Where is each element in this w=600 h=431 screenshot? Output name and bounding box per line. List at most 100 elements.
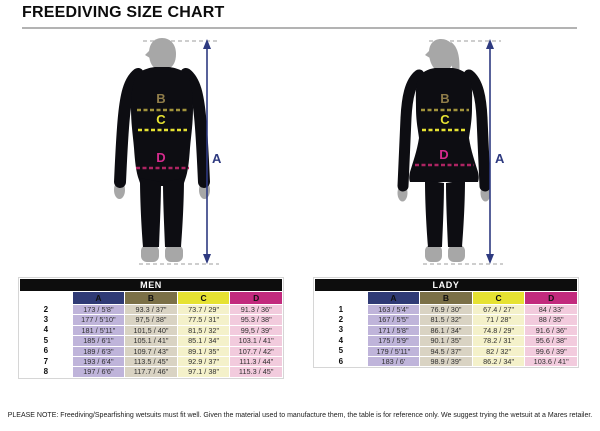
size-cell: 8 [20, 367, 72, 377]
size-cell: 2 [20, 305, 72, 315]
table-body: 1 163 / 5'4" 76.9 / 30" 67.4 / 27" 84 / 33" 2… [315, 305, 577, 367]
neck [157, 62, 167, 70]
measurement-cell-c: 89.1 / 35" [177, 346, 230, 356]
column-header-a: A [72, 292, 125, 304]
table-row: 1 163 / 5'4" 76.9 / 30" 67.4 / 27" 84 / 33" [315, 305, 577, 315]
measurement-cell-d: 115.3 / 45" [230, 367, 282, 377]
measure-label-a: A [495, 151, 505, 166]
wetsuit-torso [409, 68, 479, 182]
arrow-head-bottom [203, 254, 211, 264]
measurement-cell-b: 113.5 / 45" [125, 356, 177, 367]
page-title: FREEDIVING SIZE CHART [22, 4, 225, 21]
measurement-cell-c: 82 / 32" [472, 346, 525, 356]
table-row: 2 167 / 5'5" 81.5 / 32" 71 / 28" 88 / 35" [315, 315, 577, 325]
wetsuit-torso [131, 67, 193, 186]
lady-silhouette: B C D A [397, 39, 505, 265]
measurement-cell-a: 185 / 6'1" [72, 336, 125, 346]
table-title: MEN [20, 279, 282, 291]
column-header-c: C [472, 292, 525, 304]
measurement-cell-c: 97.1 / 38" [177, 367, 230, 377]
column-header-a: A [367, 292, 420, 304]
size-column-header [315, 292, 367, 304]
measurement-cell-d: 99.6 / 39" [525, 346, 577, 356]
measurement-cell-d: 91.6 / 36" [525, 325, 577, 336]
measurement-cell-a: 167 / 5'5" [367, 315, 420, 325]
size-cell: 3 [20, 315, 72, 325]
measurement-cell-d: 91.3 / 36" [230, 305, 282, 315]
man-figure: B C D A [107, 36, 237, 272]
right-leg [446, 180, 465, 247]
column-header-d: D [525, 292, 577, 304]
size-cell: 5 [20, 336, 72, 346]
measurement-cell-b: 76.9 / 30" [420, 305, 472, 315]
column-header-d: D [230, 292, 282, 304]
head [149, 38, 176, 69]
arrow-head-top [203, 39, 211, 49]
measurement-cell-c: 74.8 / 29" [472, 325, 525, 336]
head [429, 39, 455, 70]
measurement-cell-d: 84 / 33" [525, 305, 577, 315]
right-arm [180, 68, 210, 188]
measurement-cell-b: 109.7 / 43" [125, 346, 177, 356]
measurement-cell-b: 90.1 / 35" [420, 336, 472, 346]
measurement-cell-b: 101,5 / 40" [125, 325, 177, 336]
size-column-header [20, 292, 72, 304]
size-cell: 5 [315, 346, 367, 356]
measurement-cell-a: 193 / 6'4" [72, 356, 125, 367]
measurement-cell-a: 197 / 6'6" [72, 367, 125, 377]
measurement-cell-c: 78.2 / 31" [472, 336, 525, 346]
arrow-head-top [486, 39, 494, 49]
measurement-cell-a: 171 / 5'8" [367, 325, 420, 336]
right-arm [463, 69, 491, 192]
face-profile [145, 50, 150, 58]
measure-label-c: C [156, 112, 166, 127]
left-foot [425, 245, 442, 262]
measurement-cell-a: 175 / 5'9" [367, 336, 420, 346]
table-row: 2 173 / 5'8" 93.3 / 37" 73.7 / 29" 91.3 / 36… [20, 305, 282, 315]
table-row: 4 181 / 5'11" 101,5 / 40" 81,5 / 32" 99,5 / … [20, 325, 282, 336]
measurement-cell-b: 93.3 / 37" [125, 305, 177, 315]
measurement-cell-a: 181 / 5'11" [72, 325, 125, 336]
size-cell: 6 [315, 356, 367, 367]
measurement-cell-d: 111.3 / 44" [230, 356, 282, 367]
measurement-cell-a: 179 / 5'11" [367, 346, 420, 356]
measure-label-d: D [156, 150, 165, 165]
measurement-cell-b: 86.1 / 34" [420, 325, 472, 336]
size-cell: 1 [315, 305, 367, 315]
measurement-cell-b: 117.7 / 46" [125, 367, 177, 377]
measurement-cell-c: 73.7 / 29" [177, 305, 230, 315]
measurement-cell-a: 183 / 6' [367, 356, 420, 367]
measurement-cell-c: 71 / 28" [472, 315, 525, 325]
measurement-cell-c: 86.2 / 34" [472, 356, 525, 367]
measurement-cell-a: 173 / 5'8" [72, 305, 125, 315]
arrow-head-bottom [486, 254, 494, 264]
left-arm [114, 68, 144, 188]
left-leg [425, 180, 444, 247]
table-row: 8 197 / 6'6" 117.7 / 46" 97.1 / 38" 115.3 / … [20, 367, 282, 377]
table-title: LADY [315, 279, 577, 291]
right-foot [448, 245, 465, 262]
measurement-cell-c: 77.5 / 31" [177, 315, 230, 325]
measurement-cell-c: 92.9 / 37" [177, 356, 230, 367]
size-cell: 4 [20, 325, 72, 336]
measurement-cell-a: 177 / 5'10" [72, 315, 125, 325]
measurement-cell-b: 105.1 / 41" [125, 336, 177, 346]
right-foot [165, 245, 183, 262]
measurement-cell-c: 67.4 / 27" [472, 305, 525, 315]
table-body: 2 173 / 5'8" 93.3 / 37" 73.7 / 29" 91.3 / 36… [20, 305, 282, 377]
table-row: 4 175 / 5'9" 90.1 / 35" 78.2 / 31" 95.6 / 38… [315, 336, 577, 346]
measure-label-b: B [156, 91, 165, 106]
measurement-cell-a: 189 / 6'3" [72, 346, 125, 356]
table-row: 7 193 / 6'4" 113.5 / 45" 92.9 / 37" 111.3 / … [20, 356, 282, 367]
size-cell: 3 [315, 325, 367, 336]
measurement-cell-d: 103.1 / 41" [230, 336, 282, 346]
measurement-cell-d: 107.7 / 42" [230, 346, 282, 356]
measurement-cell-a: 163 / 5'4" [367, 305, 420, 315]
measurement-cell-b: 81.5 / 32" [420, 315, 472, 325]
table-row: 5 185 / 6'1" 105.1 / 41" 85.1 / 34" 103.1 / … [20, 336, 282, 346]
table-row: 5 179 / 5'11" 94.5 / 37" 82 / 32" 99.6 / 39" [315, 346, 577, 356]
